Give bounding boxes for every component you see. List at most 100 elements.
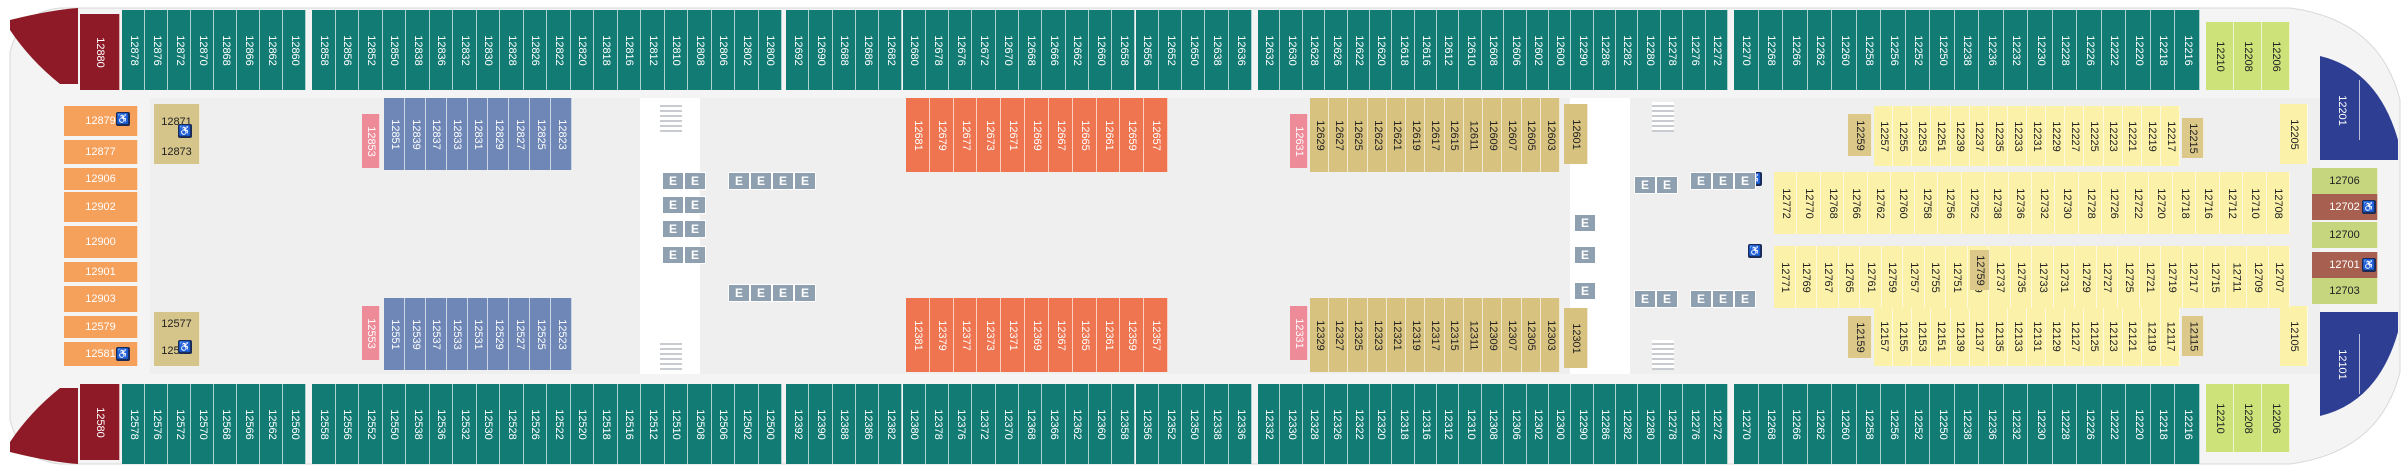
cabin-12632[interactable]: 12632 <box>1258 10 1281 90</box>
cabin-12619[interactable]: 12619 <box>1406 98 1426 172</box>
cabin-12257[interactable]: 12257 <box>1874 106 1894 166</box>
cabin-12870[interactable]: 12870 <box>191 10 214 90</box>
cabin-12105[interactable]: 12105 <box>2280 306 2308 366</box>
cabin-12522[interactable]: 12522 <box>547 384 571 464</box>
cabin-12668[interactable]: 12668 <box>1019 10 1043 90</box>
cabin-12327[interactable]: 12327 <box>1329 298 1349 372</box>
cabin-12836[interactable]: 12836 <box>429 10 453 90</box>
cabin-12239[interactable]: 12239 <box>1950 106 1970 166</box>
cabin-12620[interactable]: 12620 <box>1369 10 1393 90</box>
cabin-12376[interactable]: 12376 <box>949 384 973 464</box>
cabin-12831[interactable]: 12831 <box>467 98 489 170</box>
cabin-12770[interactable]: 12770 <box>1797 172 1821 234</box>
cabin-12872[interactable]: 12872 <box>168 10 191 90</box>
cabin-12690[interactable]: 12690 <box>809 10 833 90</box>
cabin-12210[interactable]: 12210 <box>2206 22 2234 90</box>
cabin-12121[interactable]: 12121 <box>2122 306 2142 366</box>
cabin-12832[interactable]: 12832 <box>453 10 477 90</box>
cabin-12217[interactable]: 12217 <box>2160 106 2180 166</box>
cabin-12232[interactable]: 12232 <box>2003 10 2029 90</box>
cabin-12518[interactable]: 12518 <box>594 384 618 464</box>
cabin-12510[interactable]: 12510 <box>664 384 688 464</box>
cabin-12307[interactable]: 12307 <box>1502 298 1522 372</box>
cabin-12238[interactable]: 12238 <box>1954 384 1980 464</box>
cabin-12568[interactable]: 12568 <box>214 384 237 464</box>
cabin-12556[interactable]: 12556 <box>335 384 359 464</box>
cabin-12720[interactable]: 12720 <box>2149 172 2173 234</box>
cabin-12771[interactable]: 12771 <box>1774 246 1796 308</box>
cabin-12566[interactable]: 12566 <box>237 384 260 464</box>
cabin-12323[interactable]: 12323 <box>1367 298 1387 372</box>
cabin-12758[interactable]: 12758 <box>1914 172 1939 234</box>
cabin-12703[interactable]: 12703 <box>2312 278 2378 304</box>
cabin-12232[interactable]: 12232 <box>2003 384 2029 464</box>
cabin-12871[interactable]: 12871 <box>154 104 200 140</box>
cabin-12672[interactable]: 12672 <box>972 10 996 90</box>
cabin-12266[interactable]: 12266 <box>1783 384 1808 464</box>
cabin-12735[interactable]: 12735 <box>2010 246 2032 308</box>
cabin-12576[interactable]: 12576 <box>145 384 168 464</box>
cabin-12709[interactable]: 12709 <box>2247 246 2269 308</box>
cabin-12757[interactable]: 12757 <box>1903 246 1925 308</box>
cabin-12659[interactable]: 12659 <box>1120 98 1145 172</box>
cabin-12767[interactable]: 12767 <box>1817 246 1839 308</box>
cabin-12652[interactable]: 12652 <box>1158 10 1183 90</box>
cabin-12628[interactable]: 12628 <box>1302 10 1326 90</box>
cabin-12808[interactable]: 12808 <box>688 10 712 90</box>
cabin-12725[interactable]: 12725 <box>2118 246 2140 308</box>
cabin-12381[interactable]: 12381 <box>906 298 930 372</box>
cabin-12539[interactable]: 12539 <box>404 298 426 370</box>
cabin-12578[interactable]: 12578 <box>122 384 145 464</box>
cabin-12236[interactable]: 12236 <box>1979 10 2004 90</box>
cabin-12278[interactable]: 12278 <box>1660 384 1684 464</box>
cabin-12680[interactable]: 12680 <box>902 10 926 90</box>
cabin-12356[interactable]: 12356 <box>1135 384 1159 464</box>
cabin-12338[interactable]: 12338 <box>1205 384 1229 464</box>
cabin-12153[interactable]: 12153 <box>1912 306 1932 366</box>
cabin-12526[interactable]: 12526 <box>523 384 547 464</box>
cabin-12627[interactable]: 12627 <box>1329 98 1349 172</box>
cabin-12301[interactable]: 12301 <box>1564 308 1588 368</box>
cabin-12251[interactable]: 12251 <box>1931 106 1951 166</box>
cabin-12532[interactable]: 12532 <box>453 384 477 464</box>
cabin-12718[interactable]: 12718 <box>2172 172 2197 234</box>
cabin-12710[interactable]: 12710 <box>2243 172 2267 234</box>
cabin-12531[interactable]: 12531 <box>467 298 489 370</box>
cabin-12325[interactable]: 12325 <box>1348 298 1368 372</box>
cabin-12577[interactable]: 12577 <box>154 312 200 336</box>
cabin-12362[interactable]: 12362 <box>1065 384 1089 464</box>
cabin-12230[interactable]: 12230 <box>2028 384 2053 464</box>
cabin-12731[interactable]: 12731 <box>2053 246 2075 308</box>
cabin-12311[interactable]: 12311 <box>1463 298 1484 372</box>
cabin-12229[interactable]: 12229 <box>2046 106 2066 166</box>
cabin-12715[interactable]: 12715 <box>2204 246 2226 308</box>
cabin-12712[interactable]: 12712 <box>2219 172 2244 234</box>
cabin-12321[interactable]: 12321 <box>1386 298 1407 372</box>
cabin-12216[interactable]: 12216 <box>2175 10 2200 90</box>
cabin-12536[interactable]: 12536 <box>429 384 453 464</box>
cabin-12602[interactable]: 12602 <box>1526 10 1549 90</box>
cabin-12530[interactable]: 12530 <box>476 384 500 464</box>
cabin-12772[interactable]: 12772 <box>1774 172 1798 234</box>
cabin-12272[interactable]: 12272 <box>1705 10 1728 90</box>
cabin-12266[interactable]: 12266 <box>1783 10 1808 90</box>
cabin-12851[interactable]: 12851 <box>384 98 405 170</box>
cabin-12719[interactable]: 12719 <box>2161 246 2183 308</box>
cabin-12252[interactable]: 12252 <box>1905 10 1931 90</box>
cabin-12206[interactable]: 12206 <box>2262 384 2290 452</box>
cabin-12262[interactable]: 12262 <box>1807 10 1833 90</box>
cabin-12268[interactable]: 12268 <box>1758 10 1784 90</box>
cabin-12508[interactable]: 12508 <box>688 384 712 464</box>
cabin-12238[interactable]: 12238 <box>1954 10 1980 90</box>
cabin-12235[interactable]: 12235 <box>1988 106 2008 166</box>
cabin-12730[interactable]: 12730 <box>2055 172 2079 234</box>
cabin-12367[interactable]: 12367 <box>1048 298 1073 372</box>
cabin-12286[interactable]: 12286 <box>1593 384 1617 464</box>
cabin-12560[interactable]: 12560 <box>283 384 306 464</box>
cabin-12606[interactable]: 12606 <box>1504 10 1527 90</box>
cabin-12669[interactable]: 12669 <box>1025 98 1049 172</box>
cabin-12131[interactable]: 12131 <box>2027 306 2047 366</box>
cabin-12732[interactable]: 12732 <box>2032 172 2056 234</box>
cabin-12538[interactable]: 12538 <box>406 384 430 464</box>
cabin-12123[interactable]: 12123 <box>2103 306 2123 366</box>
